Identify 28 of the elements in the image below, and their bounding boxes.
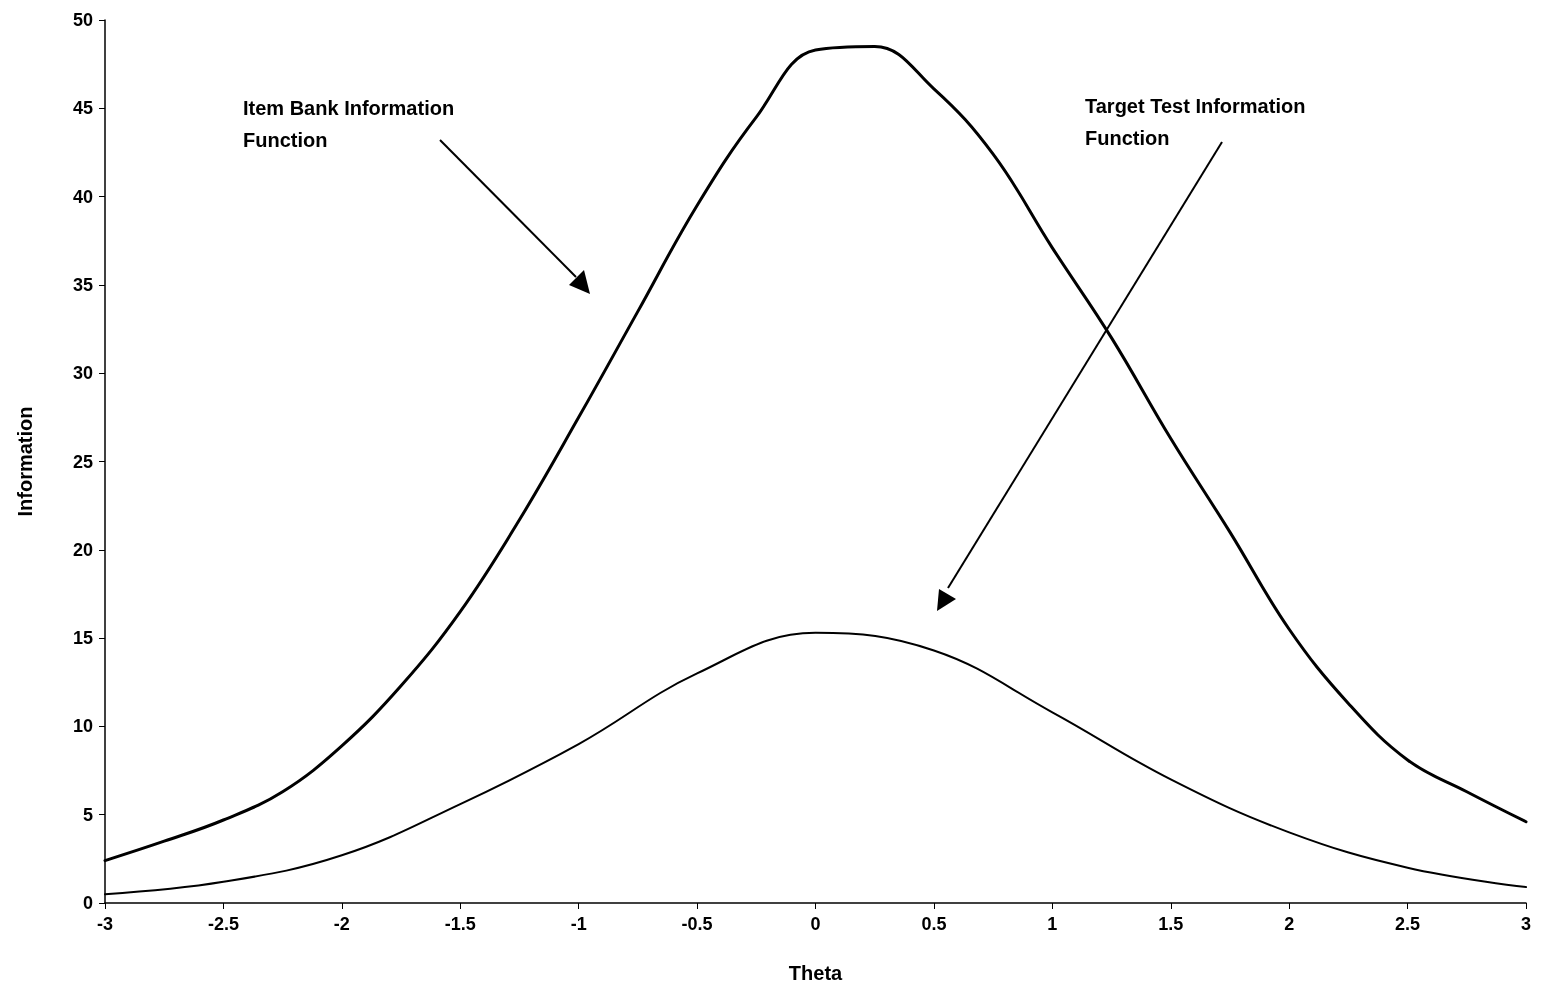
- x-tick-label: -2: [333, 914, 350, 934]
- y-axis-title: Information: [14, 406, 36, 517]
- y-tick-label: 15: [72, 628, 93, 649]
- x-tick-label: 0.5: [921, 914, 947, 934]
- x-tick-label: -1: [570, 914, 587, 934]
- annotation: Item Bank Information Function: [243, 97, 455, 151]
- x-tick-label: 1: [1047, 914, 1058, 934]
- x-axis-title: Theta: [788, 962, 844, 984]
- y-tick-label: 50: [72, 10, 93, 30]
- x-tick-label: -0.5: [681, 914, 713, 934]
- x-tick-label: 1.5: [1158, 914, 1184, 934]
- y-tick-label: 0: [82, 893, 93, 913]
- x-tick-label: -1.5: [444, 914, 476, 934]
- x-tick-label: 2: [1284, 914, 1295, 934]
- y-tick-label: 40: [72, 186, 93, 207]
- y-tick-label: 35: [72, 274, 93, 295]
- x-tick-label: 0: [810, 914, 821, 934]
- y-tick-label: 10: [72, 716, 93, 737]
- y-tick-label: 5: [82, 804, 93, 825]
- y-tick-label: 45: [72, 98, 93, 119]
- x-tick-label: 3: [1520, 914, 1532, 934]
- x-tick-label: -2.5: [207, 914, 239, 934]
- x-tick-label: 2.5: [1395, 914, 1421, 934]
- y-tick-label: 20: [72, 539, 93, 560]
- annotation: Target Test Information Function: [1085, 95, 1306, 149]
- y-tick-label: 30: [72, 363, 93, 384]
- y-tick-label: 25: [72, 451, 93, 472]
- x-tick-label: -3: [96, 914, 114, 934]
